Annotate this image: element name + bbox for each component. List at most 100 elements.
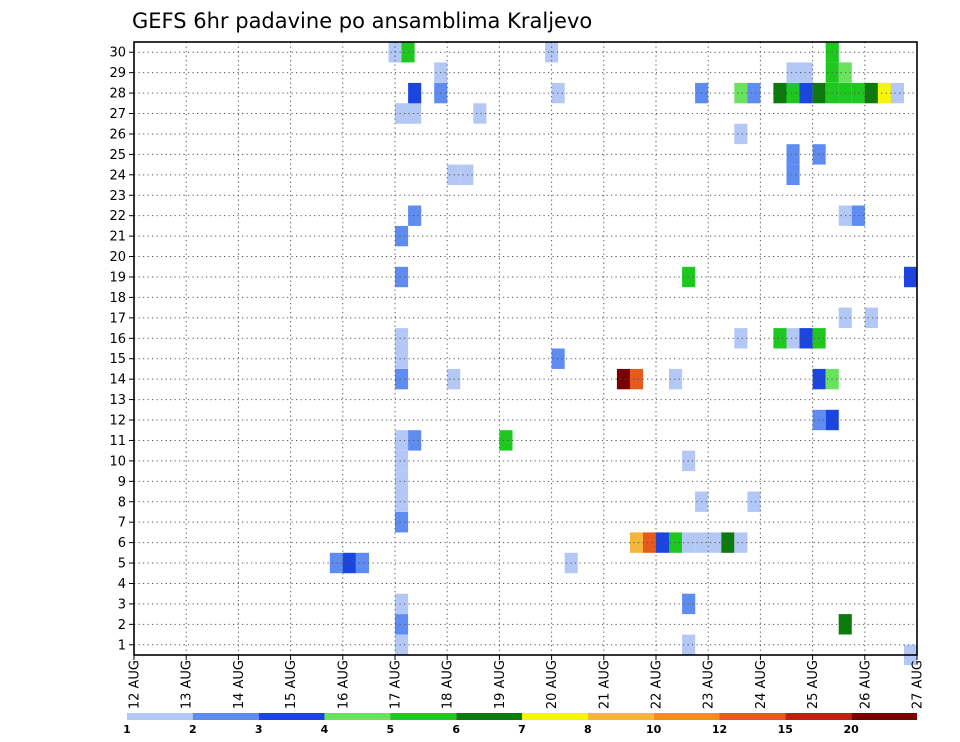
xtick-label-4: 16 AUG	[336, 660, 351, 709]
ytick-label-28: 28	[109, 87, 126, 102]
colorbar-label-3: 3	[255, 723, 263, 736]
colorbar-swatch-11	[851, 713, 917, 720]
cell-58	[747, 491, 761, 512]
colorbar-label-1: 1	[123, 723, 131, 736]
ytick-label-20: 20	[109, 250, 126, 265]
ytick-label-16: 16	[109, 332, 126, 347]
cell-67	[877, 82, 891, 104]
plot-frame	[133, 41, 918, 656]
xtick-label-7: 19 AUG	[493, 660, 508, 709]
colorbar-label-8: 8	[584, 723, 592, 736]
xtick-label-8: 20 AUG	[545, 660, 560, 709]
ytick-label-3: 3	[118, 597, 126, 612]
ytick-label-8: 8	[118, 495, 126, 510]
ytick-label-29: 29	[109, 66, 126, 81]
colorbar-label-20: 20	[844, 723, 860, 736]
cell-55	[747, 82, 761, 104]
cell-86	[851, 205, 865, 226]
cell-8	[395, 368, 409, 390]
xtick-label-11: 23 AUG	[702, 660, 717, 709]
xtick-label-2: 14 AUG	[232, 660, 247, 709]
ytick-label-9: 9	[118, 475, 126, 490]
cell-65	[851, 82, 865, 104]
cell-75	[786, 164, 800, 185]
cell-59	[773, 82, 787, 104]
xtick-label-0: 12 AUG	[128, 660, 143, 709]
cell-1	[395, 614, 409, 635]
xtick-label-3: 15 AUG	[284, 660, 299, 709]
ytick-label-14: 14	[109, 373, 126, 388]
ytick-label-26: 26	[109, 127, 126, 142]
cell-56	[734, 123, 748, 145]
xtick-label-15: 27 AUG	[911, 660, 926, 709]
ytick-label-7: 7	[118, 516, 126, 531]
cell-23	[408, 205, 422, 226]
colorbar-label-4: 4	[321, 723, 329, 736]
ytick-label-5: 5	[118, 557, 126, 572]
ytick-label-4: 4	[118, 577, 126, 592]
cell-70	[799, 62, 813, 83]
cell-74	[786, 144, 800, 165]
chart-title: GEFS 6hr padavine po ansamblima Kraljevo	[132, 9, 592, 33]
cell-37	[629, 368, 643, 390]
colorbar-swatch-8	[653, 713, 720, 720]
colorbar-swatch-1	[192, 713, 259, 720]
xtick-label-9: 21 AUG	[597, 660, 612, 709]
colorbar-label-7: 7	[518, 723, 526, 736]
colorbar-label-10: 10	[646, 723, 662, 736]
cell-31	[499, 430, 513, 451]
xtick-label-14: 26 AUG	[858, 660, 873, 709]
colorbar-label-15: 15	[778, 723, 793, 736]
cell-41	[669, 532, 683, 553]
ytick-label-13: 13	[109, 393, 126, 408]
cell-3	[395, 512, 409, 533]
colorbar-swatch-5	[456, 713, 522, 720]
colorbar-swatch-7	[587, 713, 654, 720]
cell-40	[656, 532, 670, 553]
cell-30	[473, 103, 487, 124]
cell-11	[395, 266, 409, 288]
cell-54	[734, 82, 748, 104]
cell-38	[629, 532, 643, 553]
xtick-label-13: 25 AUG	[806, 660, 821, 709]
cell-89	[904, 266, 918, 288]
xtick-label-1: 13 AUG	[180, 660, 195, 709]
cell-69	[786, 62, 800, 83]
cell-79	[799, 328, 813, 349]
cell-78	[786, 328, 800, 349]
cell-47	[669, 368, 683, 390]
colorbar: 1 2 3 4 5 6 7 8 10 12 15 20	[123, 713, 917, 736]
cell-5	[395, 471, 409, 492]
cell-6	[395, 450, 409, 472]
cell-19	[401, 42, 415, 63]
colorbar-label-6: 6	[452, 723, 460, 736]
cell-7	[395, 430, 409, 451]
colorbar-swatch-6	[522, 713, 588, 720]
ytick-label-25: 25	[109, 148, 126, 163]
grid-layer	[134, 42, 917, 655]
ytick-label-12: 12	[109, 414, 126, 429]
cell-61	[799, 82, 813, 104]
cell-66	[864, 82, 878, 104]
cell-16	[342, 552, 356, 574]
colorbar-swatch-2	[258, 713, 325, 720]
cell-28	[460, 164, 474, 185]
ytick-label-22: 22	[109, 209, 126, 224]
cell-24	[408, 430, 422, 451]
cell-21	[408, 103, 422, 124]
colorbar-swatch-4	[390, 713, 457, 720]
ytick-label-18: 18	[109, 291, 126, 306]
cell-36	[616, 368, 630, 390]
cell-10	[395, 328, 409, 349]
ytick-label-24: 24	[109, 168, 126, 183]
colorbar-label-2: 2	[189, 723, 197, 736]
cell-88	[864, 307, 878, 328]
ytick-label-27: 27	[109, 107, 126, 122]
xtick-label-5: 17 AUG	[389, 660, 404, 709]
cell-17	[355, 552, 369, 574]
cell-68	[890, 82, 904, 104]
cell-60	[786, 82, 800, 104]
ytick-label-23: 23	[109, 189, 126, 204]
cell-4	[395, 491, 409, 512]
ytick-label-11: 11	[109, 434, 126, 449]
